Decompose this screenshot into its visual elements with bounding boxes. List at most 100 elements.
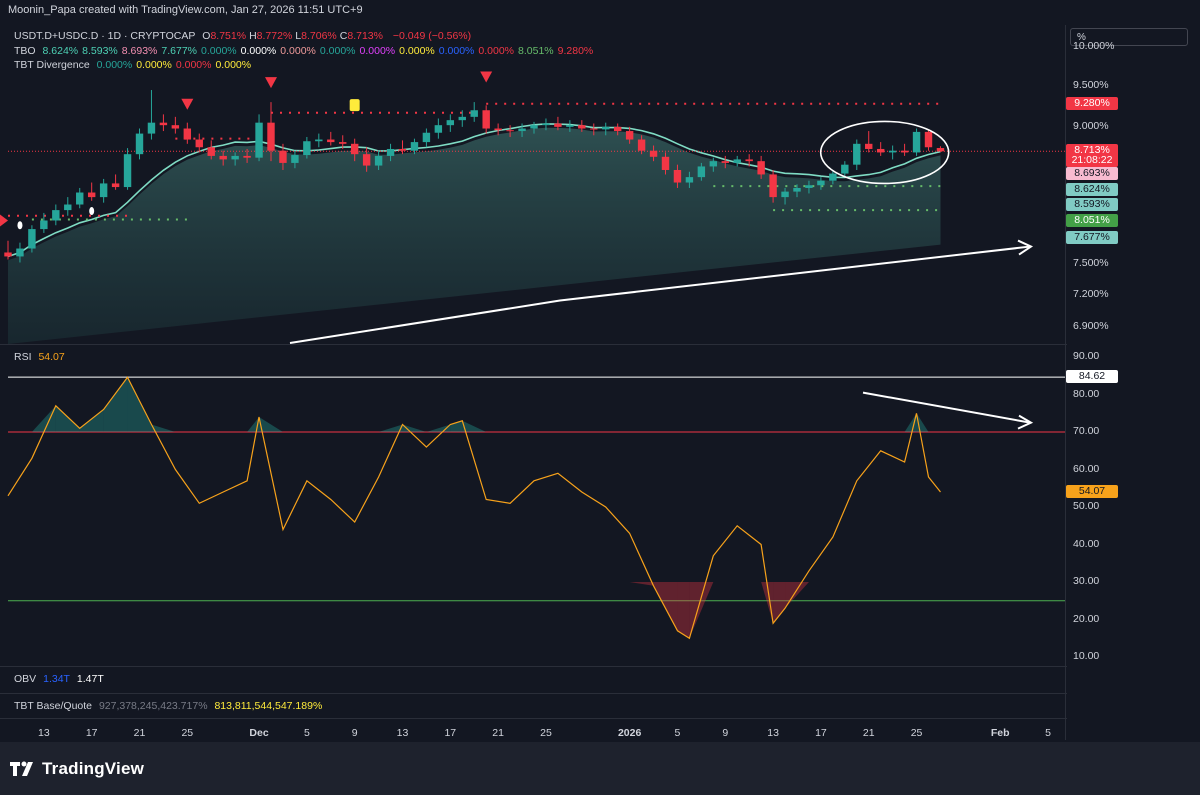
pane-divider-rsi	[0, 344, 1067, 345]
tbt-base-quote-legend[interactable]: TBT Base/Quote 927,378,245,423.717% 813,…	[14, 700, 326, 712]
buy-signal-marker	[89, 207, 95, 216]
time-tick-label: Feb	[990, 727, 1010, 739]
pane-divider-tbt	[0, 693, 1067, 694]
buy-signal-marker	[17, 221, 23, 230]
ohlc-o: O8.751%	[202, 30, 246, 42]
tbo-value-5: 0.000%	[240, 45, 277, 57]
divergence-name: TBT Divergence	[14, 59, 90, 71]
obv-legend[interactable]: OBV 1.34T 1.47T	[14, 673, 108, 685]
candle-body	[422, 132, 431, 143]
divergence-value-3: 0.000%	[215, 59, 252, 71]
rsi-legend[interactable]: RSI 54.07	[14, 351, 69, 363]
candle-body	[817, 180, 825, 186]
ohlc-label: O	[202, 30, 211, 42]
time-tick-label: 9	[722, 727, 729, 739]
ohlc-label: C	[339, 30, 348, 42]
price-tag: 9.280%	[1066, 96, 1118, 110]
candle-body	[40, 220, 48, 230]
candle-body	[219, 155, 227, 160]
time-tick-label: 13	[767, 727, 779, 739]
time-tick-label: 21	[492, 727, 504, 739]
rsi-tick-label: 30.00	[1073, 575, 1100, 587]
candle-body	[685, 177, 694, 183]
rsi-tick-label: 70.00	[1073, 425, 1100, 437]
rsi-line	[7, 376, 941, 640]
trend-arrow-line	[289, 245, 1031, 344]
candle-body	[865, 143, 873, 149]
tradingview-logo[interactable]: TradingView	[10, 759, 144, 779]
scale-mode-box[interactable]: %	[1070, 28, 1188, 46]
candle-body	[135, 133, 144, 155]
price-tag: 8.624%	[1066, 182, 1118, 196]
candle-body	[315, 139, 323, 142]
pane-divider-time	[0, 718, 1067, 719]
candle-body	[542, 123, 550, 126]
ohlc-h: H8.772%	[249, 30, 292, 42]
rsi-tick-label: 20.00	[1073, 612, 1100, 625]
price-tick-label: 9.500%	[1073, 79, 1109, 92]
candle-body	[900, 150, 909, 153]
candle-body	[482, 110, 490, 129]
divergence-value-1: 0.000%	[136, 59, 172, 71]
time-tick-label: 17	[85, 727, 98, 739]
tbt-bq-value-2: 813,811,544,547.189%	[214, 700, 323, 712]
tbo-value-8: 0.000%	[359, 45, 396, 57]
candle-body	[470, 110, 478, 117]
candle-body	[267, 122, 275, 151]
price-tick-label: 6.900%	[1073, 320, 1109, 333]
tbo-value-6: 0.000%	[280, 45, 316, 57]
rsi-oversold-fill	[773, 582, 786, 624]
ohlc-value: 8.751%	[210, 30, 247, 42]
candle-body	[924, 131, 933, 148]
candle-body	[530, 125, 538, 129]
time-tick-label: 5	[674, 727, 681, 739]
price-tag: 21:08:22	[1066, 154, 1118, 168]
tbo-value-12: 8.051%	[518, 45, 554, 57]
tbo-value-1: 8.593%	[82, 45, 118, 57]
candle-body	[4, 252, 12, 257]
candle-body	[518, 128, 526, 132]
candle-body	[111, 183, 120, 188]
sell-signal-marker	[181, 98, 194, 110]
price-tick-label: 7.200%	[1073, 288, 1109, 301]
candle-body	[673, 169, 682, 183]
tbo-legend[interactable]: TBO 8.624% 8.593% 8.693% 7.677% 0.000% 0.000%…	[14, 45, 601, 57]
candle-body	[769, 174, 777, 198]
price-change: −0.049 (−0.56%)	[392, 30, 472, 42]
brand-name: TradingView	[42, 759, 145, 778]
time-tick-label: 5	[303, 727, 310, 739]
candle-body	[183, 128, 192, 140]
candle-body	[805, 185, 813, 188]
time-tick-label: 21	[133, 727, 146, 739]
candle-body	[721, 161, 729, 163]
rsi-oversold-fill	[629, 582, 654, 586]
rsi-overbought-fill	[79, 409, 104, 432]
ohlc-value: 8.706%	[301, 30, 337, 42]
rsi-overbought-fill	[378, 424, 403, 432]
rsi-overbought-fill	[31, 405, 56, 432]
trend-arrow-head	[1017, 239, 1034, 256]
divergence-legend[interactable]: TBT Divergence 0.000% 0.000% 0.000% 0.000%	[14, 59, 259, 71]
candle-body	[578, 125, 586, 129]
candle-body	[506, 130, 514, 132]
obv-value-2: 1.47T	[76, 673, 104, 685]
candle-body	[458, 116, 466, 121]
candle-body	[339, 142, 347, 144]
price-tag: 8.713%	[1066, 144, 1118, 158]
sell-signal-marker	[265, 77, 277, 89]
time-tick-label: 13	[38, 727, 50, 739]
candle-body	[398, 148, 407, 151]
tbt-bq-name: TBT Base/Quote	[14, 700, 93, 712]
ohlc-label: L	[295, 30, 302, 42]
rsi-value: 54.07	[38, 351, 65, 363]
divergence-marker	[349, 99, 360, 112]
rsi-max-tag: 84.62	[1066, 370, 1118, 384]
candle-body	[876, 148, 885, 153]
price-tag: 7.677%	[1066, 230, 1118, 244]
ohlc-label: H	[249, 30, 257, 42]
candle-body	[434, 125, 443, 133]
rsi-oversold-fill	[761, 582, 774, 624]
symbol-legend[interactable]: USDT.D+USDC.D · 1D · CRYPTOCAP O8.751% H8…	[14, 30, 475, 42]
candle-body	[841, 164, 849, 174]
